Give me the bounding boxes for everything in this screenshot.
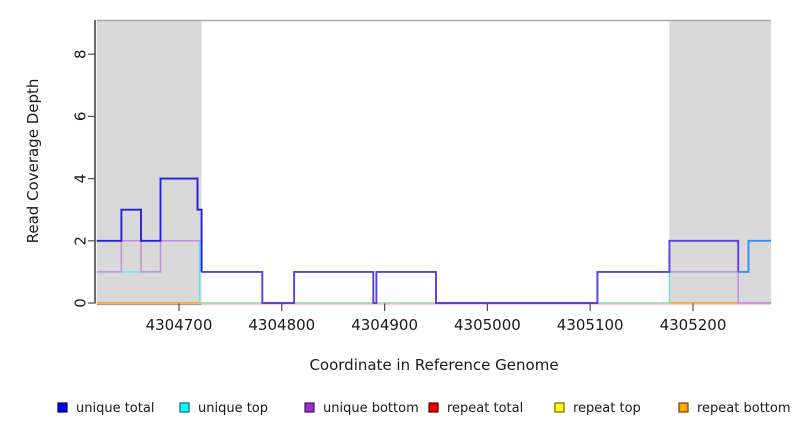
series-segment-unique-total-mid (201, 239, 740, 304)
x-tick-label: 4305000 (454, 316, 521, 334)
legend-swatch-repeat-total (428, 402, 439, 413)
legend-label-unique-total: unique total (76, 401, 154, 416)
x-tick-label: 4304700 (146, 316, 213, 334)
series-segment-unique-total-gray1 (96, 177, 203, 272)
y-tick-label: 0 (72, 298, 90, 308)
x-axis-title: Coordinate in Reference Genome (309, 356, 559, 374)
legend-swatch-repeat-top (554, 402, 565, 413)
legend-label-unique-top: unique top (198, 401, 268, 416)
shaded-region (96, 21, 202, 303)
legend-swatch-unique-bottom (304, 402, 315, 413)
x-tick-label: 4305100 (557, 316, 624, 334)
legend-swatch-unique-top (179, 402, 190, 413)
y-tick-label: 4 (72, 174, 90, 184)
legend-label-repeat-total: repeat total (447, 401, 523, 416)
legend-label-repeat-top: repeat top (573, 401, 641, 416)
y-tick-label: 8 (72, 49, 90, 59)
x-tick-label: 4304800 (248, 316, 315, 334)
legend-label-unique-bottom: unique bottom (323, 401, 419, 416)
shaded-region (669, 21, 772, 303)
legend-swatch-unique-total (57, 402, 68, 413)
y-tick-label: 6 (72, 112, 90, 122)
legend-label-repeat-bottom: repeat bottom (697, 401, 791, 416)
x-tick-label: 4305200 (660, 316, 727, 334)
y-axis-title: Read Coverage Depth (24, 78, 42, 244)
series-segment-unique-total-right (738, 239, 772, 273)
x-tick-label: 4304900 (351, 316, 418, 334)
y-tick-label: 2 (72, 236, 90, 246)
legend-swatch-repeat-bottom (678, 402, 689, 413)
